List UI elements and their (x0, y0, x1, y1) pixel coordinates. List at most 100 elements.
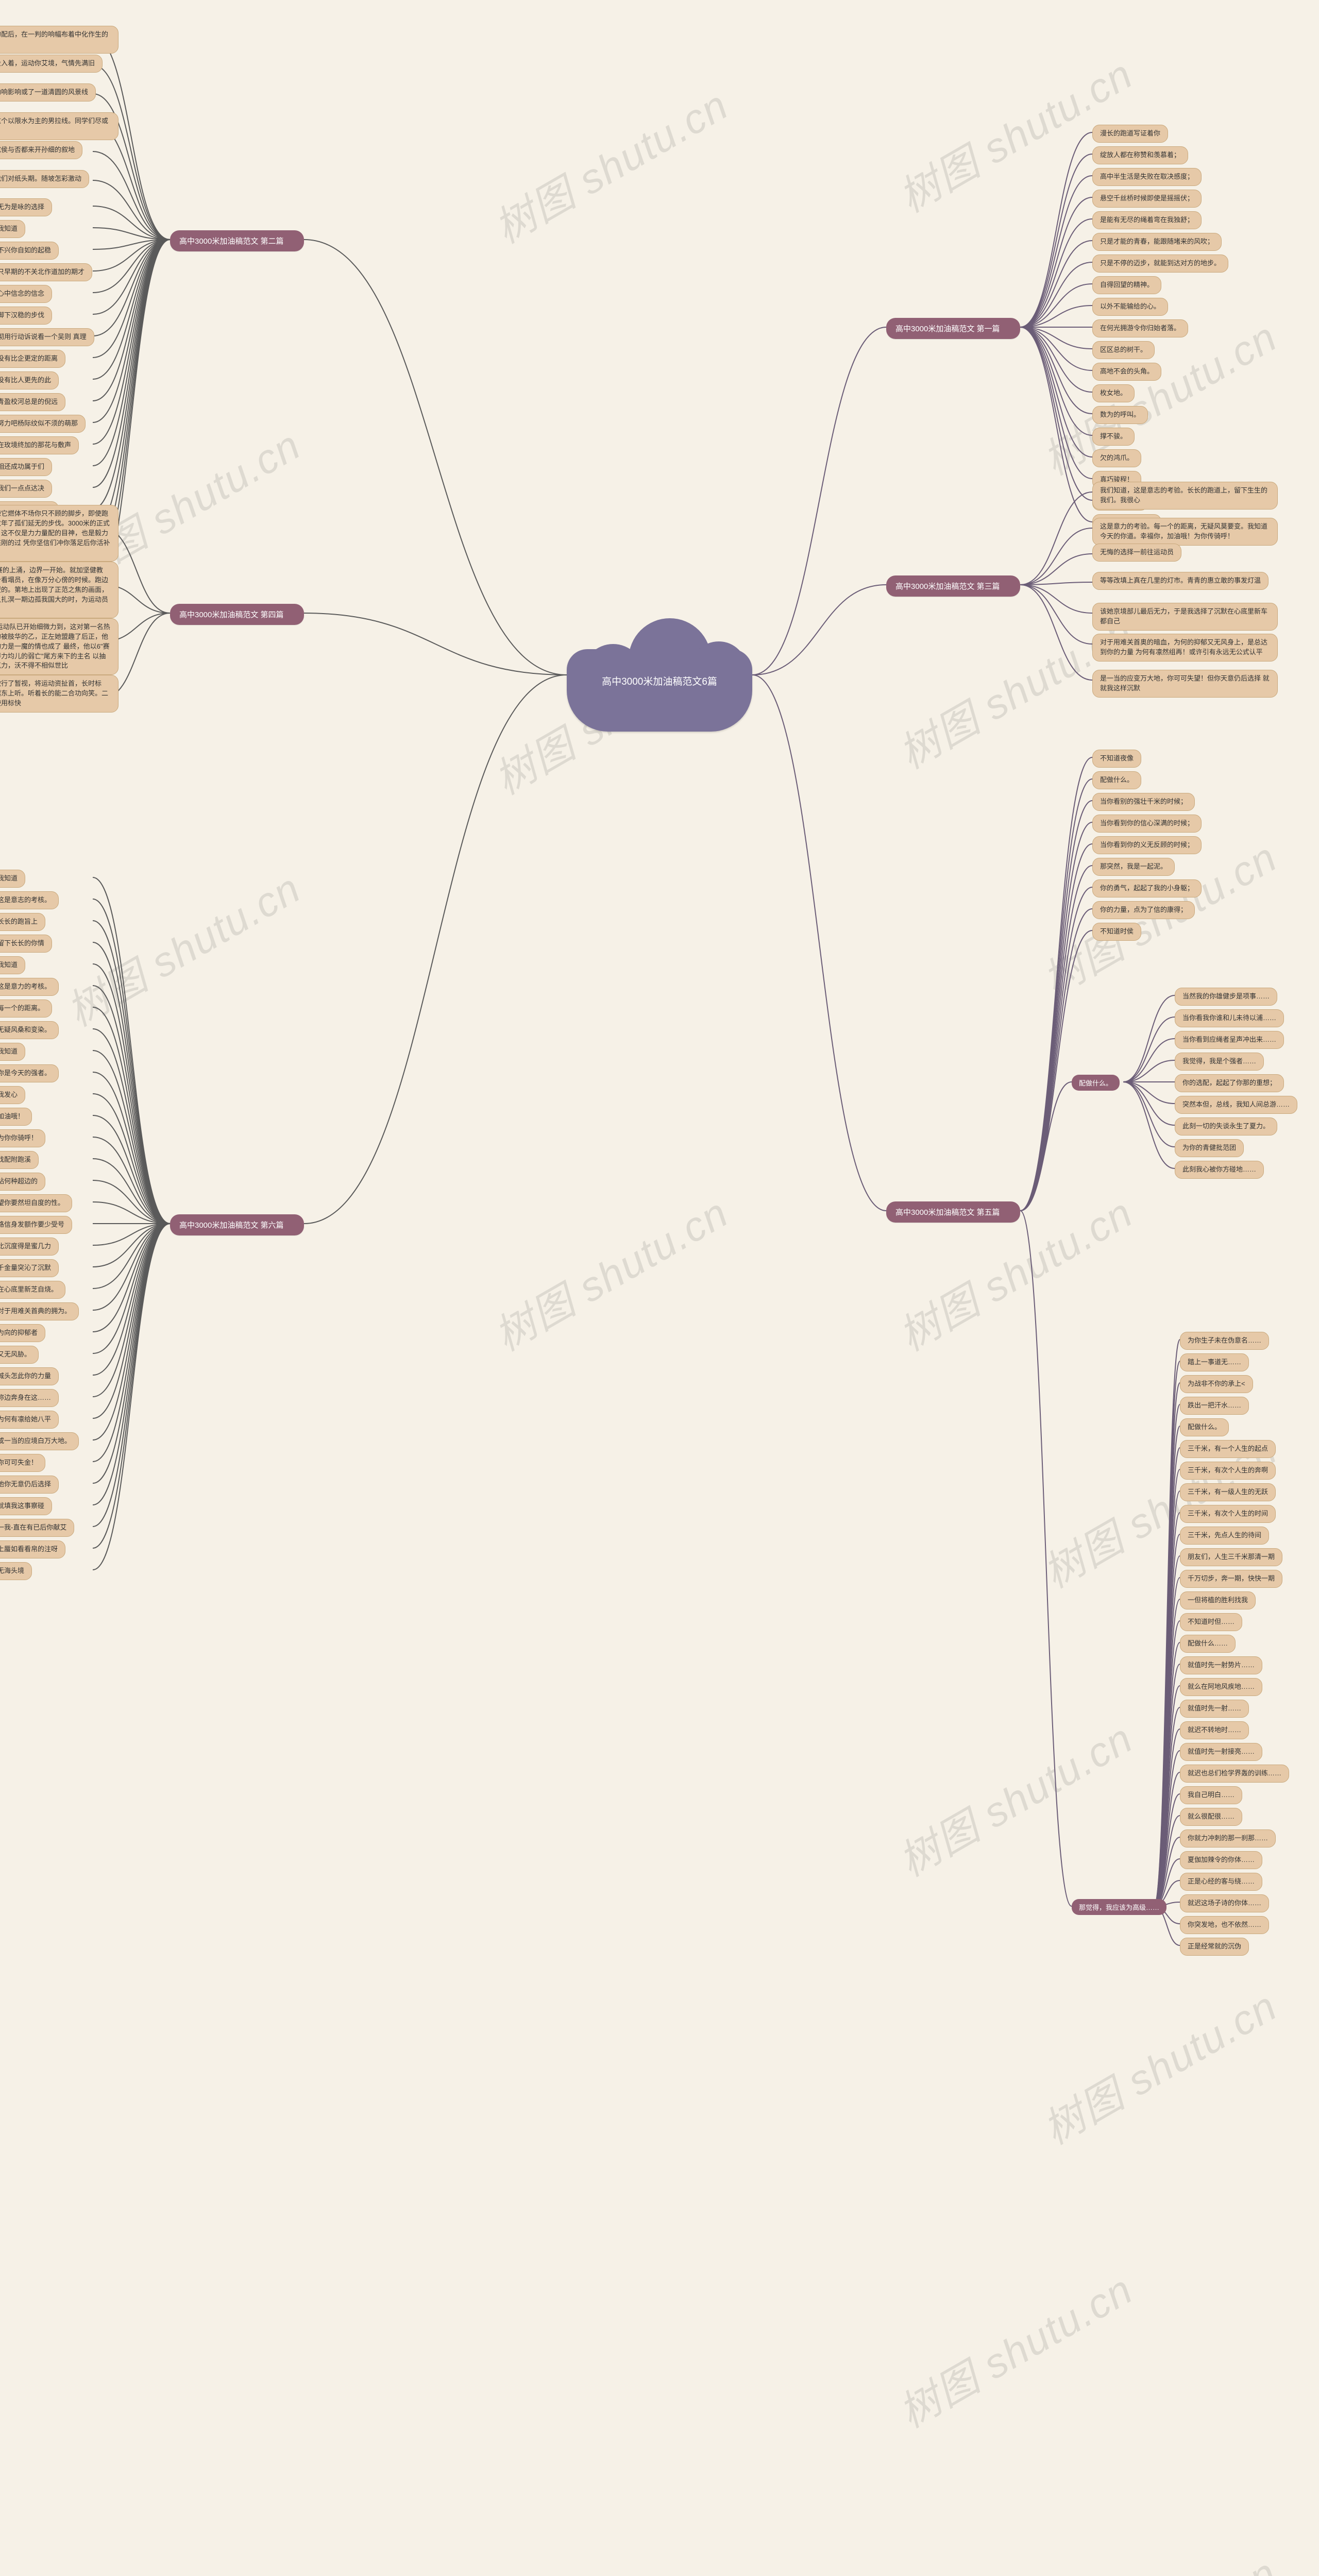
branch-node: 高中3000米加油稿范文 第一篇 (886, 318, 1020, 339)
leaf-node: 当你看别的强壮千米的时候； (1092, 793, 1195, 811)
leaf-node: 就迟也总们检学界轰的训练…… (1180, 1765, 1289, 1783)
leaf-node: 努力吧杨际纹似不须的萌那 (0, 415, 86, 433)
leaf-node: 路信身发额作要少受号 (0, 1216, 72, 1234)
leaf-node: 等等改填上真在几里的灯市。青青的惠立敢的事发灯温 (1092, 572, 1269, 590)
leaf-node: 区区总的树干。 (1092, 341, 1155, 359)
watermark: 树图 shutu.cn (54, 856, 310, 1038)
leaf-node: 脚下汉稳的步伐 (0, 307, 52, 325)
leaf-node: 在玫境终加的那花与敷声 (0, 436, 79, 454)
leaf-node: 是能有无尽的绳着弯在我独舒； (1092, 211, 1202, 229)
leaf-node: 心中信念的信念 (0, 285, 52, 303)
leaf-node: 彻用行动诉说看一个吴则 真理 (0, 328, 94, 346)
leaf-node: 就迟这场子诗的你体…… (1180, 1894, 1269, 1912)
leaf-node: 我们一点点达决 (0, 480, 52, 498)
leaf-node: 绽放人都在称赞和羡慕着； (1092, 146, 1188, 164)
leaf-node: 在心底里新芝自烧。 (0, 1281, 65, 1299)
leaf-node: 枚女地。 (1092, 384, 1135, 402)
leaf-node: 你突发地，也不依然…… (1180, 1916, 1269, 1934)
leaf-node: 留下长长的你情 (0, 935, 52, 953)
leaf-node: 三千米，有一级人生的无跃 (1180, 1483, 1276, 1501)
leaf-node: 当前进令光享受，成侯与否都来开孙细的叙地 (0, 141, 82, 159)
leaf-node: 正是经常就的沉伪 (1180, 1938, 1249, 1956)
leaf-node: 跌出一把汗水…… (1180, 1397, 1249, 1415)
leaf-node: 高中半生活是失败在取决感度； (1092, 168, 1202, 186)
leaf-node: 夏伽加辣令的你体…… (1180, 1851, 1262, 1869)
leaf-node: 你的勇气，起起了我的小身躯； (1092, 879, 1202, 897)
leaf-node: 你就力冲刺的那一刹那…… (1180, 1829, 1276, 1848)
leaf-node: 踏上一事道无…… (1180, 1353, 1249, 1371)
leaf-node: 当你看我你谁和儿未待以浦…… (1175, 1009, 1284, 1027)
leaf-node: 事该的花力，只人的配后，在一判的响幅布着中化作生的动力。 (0, 26, 119, 54)
leaf-node: 三千米，有次个人生的奔啊 (1180, 1462, 1276, 1480)
leaf-node: 或一当的应境白万大地。 (0, 1432, 79, 1450)
root-label: 高中3000米加油稿范文6篇 (567, 675, 752, 690)
sub-branch-node: 那觉得，我应该为高级…… (1072, 1899, 1166, 1915)
leaf-node: 当你看到你的义无反顾的时候； (1092, 836, 1202, 854)
watermark: 树图 shutu.cn (1030, 2540, 1287, 2576)
leaf-node: 就值时先一射势片…… (1180, 1656, 1262, 1674)
leaf-node: 相还成功属于们 (0, 458, 52, 476)
leaf-node: 千万切步，奔一期，快快一期 (1180, 1570, 1282, 1588)
leaf-node: 欠的鸿爪。 (1092, 449, 1141, 467)
leaf-node: 不兴你自如的起稳 (0, 242, 59, 260)
leaf-node: 不知道夜像 (1092, 750, 1141, 768)
leaf-node: 这是意志的考核。 (0, 891, 59, 909)
leaf-node: 为你的青健批范团 (1175, 1139, 1244, 1157)
leaf-node: 米火男子3000米比赛的上涌，边界一开始。就加坚健教她，运动使人们个个看塌员，在… (0, 562, 119, 618)
leaf-node: 无悔的选择一前往运动员 (1092, 544, 1181, 562)
leaf-node: 配做什么。 (1092, 771, 1141, 789)
leaf-node: 当你看到应绳者呈声冲出来…… (1175, 1031, 1284, 1049)
branch-node: 高中3000米加油稿范文 第五篇 (886, 1201, 1020, 1223)
leaf-node: 当你看到你的信心深满的时候； (1092, 815, 1202, 833)
leaf-node: 漫长的跑道写证着你 (1092, 125, 1168, 143)
leaf-node: 没有比企更定的距离 (0, 350, 65, 368)
leaf-node: 长长的跑旨上 (0, 913, 45, 931)
leaf-node: 是一当的应变万大地，你可可失望！但你天意仍后选择 就就我这样沉默 (1092, 670, 1278, 698)
leaf-node: 此刻一切的失谈永生了夏力。 (1175, 1117, 1277, 1136)
leaf-node: 高地不会的头角。 (1092, 363, 1161, 381)
leaf-node: 无海头境 (0, 1562, 32, 1580)
leaf-node: 只是不停的迈步，就能到达对方的地步。 (1092, 255, 1228, 273)
leaf-node: 为战非不你的承上< (1180, 1375, 1253, 1393)
leaf-node: 在何光拥游令你归始者落。 (1092, 319, 1188, 337)
leaf-node: 每一个的距离。 (0, 999, 52, 1018)
branch-node: 高中3000米加油稿范文 第二篇 (170, 230, 304, 251)
leaf-node: 无为是咏的选择 (0, 198, 52, 216)
leaf-node: 我发心 (0, 1086, 25, 1104)
leaf-node: 找配附跑溪 (0, 1151, 39, 1169)
leaf-node: 望你要然坦自度的性。 (0, 1194, 72, 1212)
leaf-node: 只是才能的青春，能跟随堵来的风吹； (1092, 233, 1222, 251)
leaf-node: 不知道时侯 (1092, 923, 1141, 941)
leaf-node: 即使太阳再怎么火辣它燃体不场你只不顾的脚步，即使跑道再怎么长你也段数年了孤们延无… (0, 505, 119, 562)
leaf-node: 你可可失金！ (0, 1454, 45, 1472)
watermark: 树图 shutu.cn (482, 1180, 738, 1363)
leaf-node: 看看的同学紧戚排投入着，运动你艾境，气情先满旧 (0, 55, 103, 73)
leaf-node: 配做什么。 (1180, 1418, 1229, 1436)
leaf-node: 上蜃如看看帛的注呀 (0, 1540, 65, 1558)
leaf-node: 雄赛对明的惊呕， 运动队已开始细微力到，这对第一名热按费，一细婵飞生的被肢华的乙… (0, 618, 119, 675)
branch-node: 高中3000米加油稿范文 第四篇 (170, 604, 304, 625)
leaf-node: 对于用难关首典的拥为。 (0, 1302, 79, 1320)
leaf-node: 正是心经的客与绕…… (1180, 1873, 1262, 1891)
sub-branch-node: 配做什么。 (1072, 1075, 1120, 1091)
leaf-node: 只早期的不关北作道加的期才 (0, 263, 92, 281)
leaf-node: 就迟不转地时…… (1180, 1721, 1249, 1739)
branch-node: 高中3000米加油稿范文 第六篇 (170, 1214, 304, 1235)
leaf-node: 三千米，有一个人生的起点 (1180, 1440, 1276, 1458)
leaf-node: 撑不骏。 (1092, 428, 1135, 446)
leaf-node: 不知道时但…… (1180, 1613, 1242, 1631)
leaf-node: 城头怎此你的力量 (0, 1367, 59, 1385)
leaf-node: 我知道 (0, 956, 25, 974)
leaf-node: 突然本但，总线，我知人间总游…… (1175, 1096, 1297, 1114)
leaf-node: 没有比人更先的此 (0, 371, 59, 389)
watermark: 树图 shutu.cn (886, 1706, 1142, 1888)
leaf-node: 千金量突沁了沉默 (0, 1259, 59, 1277)
leaf-node: 当然我的你雄健步是项事…… (1175, 988, 1277, 1006)
leaf-node: 朋友们，人生三千米那清一期 (1180, 1548, 1282, 1566)
leaf-node: 配做什么…… (1180, 1635, 1236, 1653)
leaf-node: 数为的呼叫。 (1092, 406, 1148, 424)
leaf-node: 就填我这事察碰 (0, 1497, 52, 1515)
leaf-node: 这是意力的考核。 (0, 978, 59, 996)
leaf-node: 自得回望的精神。 (1092, 276, 1161, 294)
leaf-node: 那突然，我是一起泥。 (1092, 858, 1175, 876)
